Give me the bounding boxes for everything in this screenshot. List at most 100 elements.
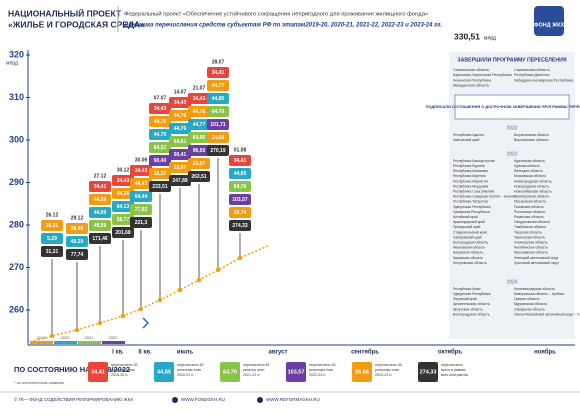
value-label: 44,77 — [193, 122, 206, 128]
point — [215, 267, 221, 273]
value-label: 247,89 — [172, 178, 188, 184]
legend-text: перечислено 83 регионам этап 2022-23 гг. — [309, 363, 337, 377]
region: Приморский край — [453, 225, 480, 229]
value-box — [149, 116, 171, 127]
region: Липецкая область — [514, 169, 543, 173]
year-label: 2021 — [85, 335, 95, 340]
value-box — [66, 236, 88, 247]
region: Кабардино-Балкарская Республика — [514, 78, 573, 82]
column-date: 07.07 — [154, 95, 167, 101]
point — [237, 255, 243, 261]
project: НАЦИОНАЛЬНЫЙ ПРОЕКТ — [8, 7, 122, 18]
year-label: 2019 — [37, 335, 47, 340]
federal-project: Федеральный проект «Обеспечение устойчив… — [124, 11, 428, 18]
site2: WWW.REFORMAGKH.RU — [266, 397, 320, 402]
y-tick-label: 280 — [9, 219, 24, 229]
value-box — [130, 204, 152, 215]
value-box — [149, 142, 171, 153]
value-label: 26,21 — [46, 223, 59, 229]
value-label: 64,13 — [117, 204, 130, 210]
value-box — [188, 93, 210, 104]
value-label: 101,71 — [210, 122, 226, 128]
value-label: 5,29 — [47, 236, 57, 242]
value-label: 34,41 — [212, 70, 225, 76]
value-box — [169, 97, 191, 108]
column-date: 28.07 — [212, 59, 225, 65]
value-label: 44,76 — [174, 113, 187, 119]
region: Свердловская область — [514, 220, 550, 224]
legend-box — [220, 362, 240, 382]
column-date: 27.12 — [94, 173, 107, 179]
value-label: 233,51 — [152, 184, 168, 190]
value-label: 64,70 — [212, 109, 225, 115]
y-tick-label: 300 — [9, 134, 24, 144]
region: Удмуртская Республика — [453, 292, 491, 296]
region: Пермский край — [453, 297, 477, 301]
value-box — [41, 233, 63, 244]
legend-value: 64,76 — [223, 369, 237, 375]
value-box — [130, 178, 152, 189]
value-box — [112, 175, 134, 186]
month-label: сентябрь — [351, 349, 379, 356]
value-box — [41, 246, 63, 257]
region: Чувашская Республика — [453, 210, 490, 214]
region: Московская область — [514, 174, 546, 178]
year-band — [78, 341, 101, 344]
value-label: 274,33 — [232, 223, 248, 229]
region: Нижегородская область — [514, 179, 552, 183]
value-box — [112, 227, 134, 238]
region: Волгоградская область — [453, 312, 490, 316]
legend-value: 26,66 — [355, 369, 369, 375]
value-box — [188, 106, 210, 117]
legend-box — [418, 362, 438, 382]
value-label: 44,39 — [94, 197, 107, 203]
region: Ненецкий автономный округ — [514, 256, 559, 260]
value-label: 263,51 — [191, 174, 207, 180]
value-box — [229, 181, 251, 192]
value-box — [89, 207, 111, 218]
month-label: II кв. — [138, 350, 152, 356]
value-box — [207, 132, 229, 143]
value-label: 64,76 — [234, 184, 247, 190]
year-band — [102, 341, 125, 344]
region: Ставропольский край — [453, 230, 487, 234]
month-label: I кв. — [112, 350, 124, 356]
value-label: 58,77 — [117, 217, 130, 223]
site-icon — [172, 397, 178, 403]
region: Кемеровская область – Кузбасс — [514, 292, 564, 296]
point — [138, 306, 144, 312]
value-label: 26,74 — [234, 210, 247, 216]
value-box — [169, 110, 191, 121]
point — [74, 327, 80, 333]
value-box — [229, 155, 251, 166]
region: Мурманская область — [514, 302, 547, 306]
value-label: 31,31 — [46, 249, 59, 255]
column-date: 30.06 — [135, 157, 148, 163]
region: Астраханская область — [514, 133, 549, 137]
value-label: 270,19 — [210, 148, 226, 154]
region: Ульяновская область — [514, 240, 548, 244]
legend-text: перечислено 82 регионам этап 2019-20 гг. — [111, 363, 139, 377]
value-label: 34,41 — [234, 158, 247, 164]
year-label: 2022 — [109, 335, 119, 340]
site-icon — [257, 397, 263, 403]
value-label: 201,68 — [115, 230, 131, 236]
region: Республика Карелия — [453, 174, 486, 178]
value-label: 28,48 — [71, 226, 84, 232]
region: Белгородская область — [453, 240, 488, 244]
legend-value: 44,85 — [157, 369, 171, 375]
point — [177, 287, 183, 293]
region: Камчатский край — [453, 138, 479, 142]
legend-text: перечислено 46 регионам этап 2023-24 гг. — [375, 363, 403, 377]
point — [120, 313, 126, 319]
region: Республика Северная Осетия – Алания — [453, 195, 516, 199]
legend-value: 103,57 — [288, 369, 305, 375]
value-box — [188, 119, 210, 130]
legend-text: перечислено всего в рамках всех контракт… — [441, 363, 468, 377]
region: Курская область — [514, 164, 540, 168]
region: Ивановская область — [453, 246, 485, 250]
value-box — [207, 145, 229, 156]
value-box — [229, 168, 251, 179]
subtitle: Динамика перечисления средств субъектам … — [123, 22, 442, 29]
